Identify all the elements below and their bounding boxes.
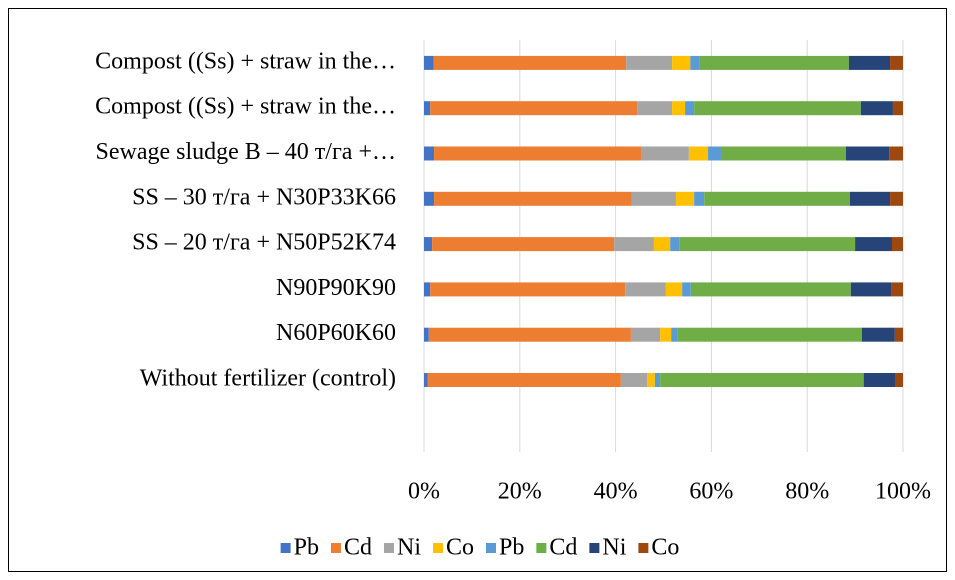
bar-segment	[860, 101, 893, 116]
bar-segment	[685, 101, 695, 116]
bar-segment	[694, 101, 861, 116]
bar-segment	[432, 237, 615, 252]
bar-segment	[690, 282, 851, 297]
y-tick-label: N60P60K60	[276, 320, 396, 346]
y-tick-label: SS – 30 т/га + N30P33K66	[132, 184, 396, 210]
legend-swatch	[383, 543, 394, 553]
bar-segment	[699, 55, 849, 70]
bar-segment	[690, 55, 700, 70]
bar-segment	[660, 373, 864, 387]
legend-swatch	[432, 543, 443, 553]
y-tick-label: Without fertilizer (control)	[140, 366, 396, 392]
bar-segment	[708, 146, 721, 161]
bar-segment	[890, 55, 903, 70]
bar-segment	[861, 327, 895, 342]
legend-label: Ni	[602, 535, 626, 561]
bar-segment	[424, 282, 431, 297]
bar-segment	[637, 101, 673, 116]
bar-segment	[626, 55, 673, 70]
bar-segment	[682, 282, 691, 297]
x-tick-label: 40%	[594, 479, 638, 505]
bar-segment	[654, 373, 661, 387]
bar-segment	[434, 146, 641, 161]
legend-swatch	[638, 543, 649, 553]
legend-label: Cd	[344, 535, 372, 561]
bar-segment	[427, 373, 621, 387]
bar-segment	[428, 327, 631, 342]
x-tick-label: 20%	[498, 479, 542, 505]
bar-segment	[671, 327, 678, 342]
legend-label: Pb	[499, 535, 524, 561]
bar-segment	[631, 191, 676, 206]
y-tick-label: N90P90K90	[276, 275, 396, 301]
bar-segment	[647, 373, 655, 387]
legend-swatch	[486, 543, 496, 553]
bar-segment	[424, 327, 429, 342]
bar-segment	[704, 191, 850, 206]
y-tick-label: Sewage sludge B – 40 т/га +…	[96, 139, 397, 165]
bar-segment	[424, 237, 433, 252]
bar-segment	[672, 55, 691, 70]
legend-label: Ni	[397, 535, 421, 561]
legend-label: Co	[446, 535, 474, 561]
bar-segment	[430, 282, 626, 297]
y-tick-label: Compost ((Ss) + straw in the…	[95, 94, 396, 120]
bar-segment	[640, 146, 689, 161]
bar-segment	[849, 191, 891, 206]
x-tick-label: 60%	[689, 479, 733, 505]
bar-segment	[630, 327, 661, 342]
bar-segment	[424, 55, 434, 70]
bar-segment	[424, 146, 435, 161]
bar-segment	[891, 237, 903, 252]
legend-swatch	[330, 543, 341, 553]
legend-swatch	[280, 543, 291, 553]
bar-segment	[894, 327, 903, 342]
legend-swatch	[536, 543, 547, 553]
legend-label: Cd	[549, 535, 577, 561]
x-tick-label: 100%	[875, 479, 931, 505]
bar-segment	[848, 55, 891, 70]
bar-segment	[424, 373, 428, 387]
bar-segment	[672, 101, 686, 116]
bar-segment	[845, 146, 890, 161]
bar-segment	[890, 191, 903, 206]
bar-segment	[434, 191, 632, 206]
bar-segment	[660, 327, 672, 342]
bar-segment	[625, 282, 666, 297]
bar-segment	[433, 55, 627, 70]
bar-segment	[679, 237, 856, 252]
legend-label: Co	[651, 535, 679, 561]
bar-segment	[850, 282, 892, 297]
bar-segment	[720, 146, 846, 161]
legend-swatch	[589, 543, 600, 553]
x-tick-label: 80%	[785, 479, 829, 505]
bar-segment	[677, 327, 862, 342]
bar-segment	[670, 237, 680, 252]
bar-segment	[688, 146, 709, 161]
legend-label: Pb	[294, 535, 319, 561]
bar-segment	[653, 237, 671, 252]
bar-segment	[675, 191, 695, 206]
bar-segment	[895, 373, 903, 387]
bar-segment	[863, 373, 896, 387]
bar-segment	[424, 191, 435, 206]
bar-segment	[614, 237, 654, 252]
bar-segment	[855, 237, 892, 252]
bar-segment	[889, 146, 903, 161]
y-tick-label: SS – 20 т/га + N50P52K74	[132, 230, 396, 256]
bar-segment	[892, 101, 903, 116]
x-tick-label: 0%	[408, 479, 440, 505]
bar-segment	[424, 101, 431, 116]
bar-segment	[620, 373, 648, 387]
bar-segment	[665, 282, 683, 297]
bar-segment	[694, 191, 705, 206]
bar-segment	[891, 282, 903, 297]
bar-segment	[430, 101, 638, 116]
y-tick-label: Compost ((Ss) + straw in the…	[95, 48, 396, 74]
